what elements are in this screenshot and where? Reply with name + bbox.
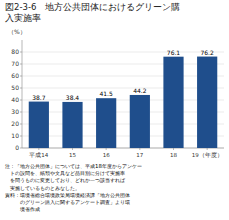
- grid: [22, 52, 224, 148]
- y-tick-label: 50: [11, 84, 19, 91]
- chart-svg: 図2-3-6 地方公共団体におけるグリーン購入実施率 （%） 0 10 20 30 40 50…: [0, 0, 229, 220]
- note: を問うものに変更しており、どれか一つ該当すれば: [5, 177, 126, 183]
- note: 境省作成: [5, 206, 40, 212]
- x-tick: [106, 148, 107, 150]
- grid-line: [22, 64, 224, 65]
- x-tick: [173, 148, 174, 150]
- bar: [29, 102, 49, 148]
- x-tick-label: 19（年度）: [192, 151, 223, 159]
- grid-line: [22, 148, 224, 149]
- grid-line: [22, 124, 224, 125]
- grid-line: [22, 136, 224, 137]
- data-label: 76.1: [167, 49, 181, 56]
- y-tick-label: 40: [11, 96, 19, 103]
- x-tick: [72, 148, 73, 150]
- data-label: 38.4: [66, 94, 80, 101]
- x-tick-label: 平成14: [29, 152, 48, 158]
- bar: [130, 95, 150, 148]
- note: トの設問を、紙類や文具など品目別に分けて実施率: [5, 170, 125, 176]
- data-label: 76.2: [200, 49, 214, 56]
- x-axis-line: [22, 148, 224, 149]
- x-tick-label: 16: [103, 152, 110, 158]
- chart-container: 図2-3-6 地方公共団体におけるグリーン購入実施率 （%） 0 10 20 30 40 50…: [0, 0, 229, 220]
- x-tick-label: 17: [136, 152, 143, 158]
- title: 図2-3-6 地方公共団体におけるグリーン購入実施率: [5, 2, 180, 23]
- title-line: 図2-3-6 地方公共団体におけるグリーン購: [5, 2, 180, 12]
- y-tick-label: 10: [11, 132, 19, 139]
- x-tick: [207, 148, 208, 150]
- x-tick: [38, 148, 39, 150]
- grid-line: [22, 100, 224, 101]
- x-tick: [139, 148, 140, 150]
- y-axis-line: [22, 40, 23, 148]
- y-tick-label: 0: [15, 144, 19, 151]
- bar: [62, 102, 82, 148]
- bar: [96, 98, 116, 148]
- y-tick-label: 60: [11, 72, 19, 79]
- y-tick-label: 70: [11, 60, 19, 67]
- note: 資料：環境省総合環境政策局環境経済課「地方公共団体: [5, 192, 130, 198]
- title-line: 入実施率: [5, 13, 41, 23]
- y-axis-label: （%）: [8, 28, 26, 36]
- note: のグリーン購入に関するアンケート調査」より環: [5, 199, 130, 205]
- note: 注：「地方公共団体」については、平成18年度からアンケー: [5, 163, 142, 169]
- grid-line: [22, 76, 224, 77]
- x-tick-label: 15: [69, 152, 76, 158]
- bar: [197, 57, 217, 148]
- y-tick-label: 30: [11, 108, 19, 115]
- bar: [163, 57, 183, 148]
- x-tick-label: 18: [170, 152, 177, 158]
- bars: [29, 57, 218, 148]
- data-label: 41.5: [99, 90, 113, 97]
- data-label: 44.2: [133, 87, 147, 94]
- grid-line: [22, 52, 224, 53]
- note: 実施しているものとみなした。: [5, 185, 80, 191]
- grid-line: [22, 88, 224, 89]
- grid-line: [22, 112, 224, 113]
- y-tick-label: 20: [11, 120, 19, 127]
- y-tick-label: 80: [11, 48, 19, 55]
- data-label: 38.7: [32, 94, 46, 101]
